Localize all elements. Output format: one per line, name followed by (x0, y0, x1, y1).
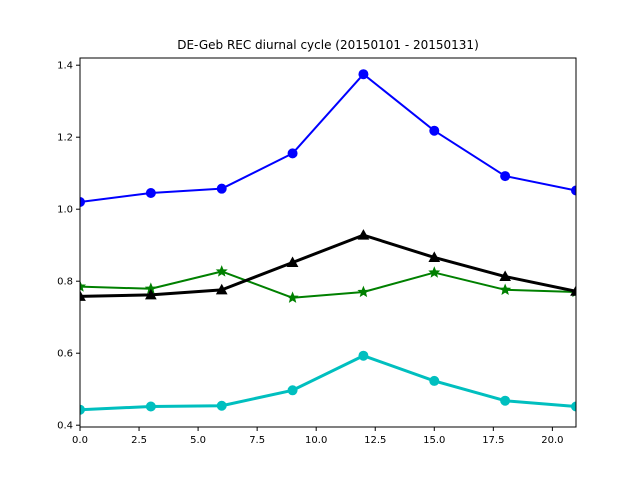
x-tick-label: 7.5 (249, 435, 265, 446)
x-tick-label: 17.5 (482, 435, 504, 446)
y-tick-label: 1.0 (57, 205, 73, 216)
series-4-point-1 (80, 404, 85, 415)
series-1-point-6 (429, 125, 440, 136)
series-3-point-1 (80, 290, 86, 301)
series-4-point-4 (287, 385, 298, 396)
y-tick-label: 0.4 (57, 421, 73, 432)
series-1-point-3 (216, 183, 227, 194)
series-line-4 (80, 354, 576, 412)
series-line-3 (80, 233, 576, 298)
series-group (80, 69, 576, 415)
series-2-point-6 (428, 266, 441, 278)
series-2-point-4 (286, 291, 299, 303)
series-3-point-8 (570, 285, 576, 296)
y-tick-label: 0.8 (57, 277, 73, 288)
y-tick-label: 1.2 (57, 133, 73, 144)
x-tick-label: 15.0 (423, 435, 445, 446)
series-line-2 (80, 270, 576, 299)
series-3-point-3 (215, 283, 228, 295)
series-2-point-5 (357, 285, 370, 298)
series-2-point-1 (80, 280, 87, 292)
series-4-point-7 (500, 395, 511, 406)
x-tick-label: 10.0 (305, 435, 327, 446)
y-tick-label: 0.6 (57, 349, 73, 360)
series-1-point-5 (358, 69, 369, 80)
x-tick-label: 12.5 (364, 435, 386, 446)
axes-frame (79, 57, 577, 428)
series-line-1 (80, 73, 576, 203)
series-1-point-7 (500, 171, 511, 182)
series-1-point-8 (571, 185, 576, 196)
y-tick-label: 1.4 (57, 61, 73, 72)
series-4-point-3 (216, 400, 227, 411)
x-tick-label: 20.0 (541, 435, 563, 446)
series-3-point-7 (499, 270, 511, 282)
chart-title: DE-Geb REC diurnal cycle (20150101 - 201… (177, 38, 479, 52)
x-tick-label: 2.5 (131, 435, 147, 446)
series-1-point-2 (145, 188, 156, 198)
plot-area: 0.0 2.5 5.0 7.5 10.0 12.5 15.0 17.5 20.0 0.4 0.6 0.… (57, 57, 577, 446)
x-tick-label: 0.0 (72, 435, 88, 446)
series-3-point-5 (357, 229, 370, 240)
series-4-point-2 (145, 401, 156, 412)
series-2-point-3 (215, 265, 228, 277)
series-3-point-4 (286, 256, 299, 267)
series-4-point-6 (429, 375, 440, 386)
series-3-point-6 (428, 251, 441, 262)
series-4-point-5 (358, 350, 369, 361)
series-2-point-7 (499, 283, 512, 295)
series-3-point-2 (145, 288, 157, 300)
series-1-point-4 (287, 148, 298, 159)
series-4-point-8 (571, 401, 576, 412)
series-1-point-1 (80, 197, 85, 207)
x-tick-label: 5.0 (190, 435, 206, 446)
